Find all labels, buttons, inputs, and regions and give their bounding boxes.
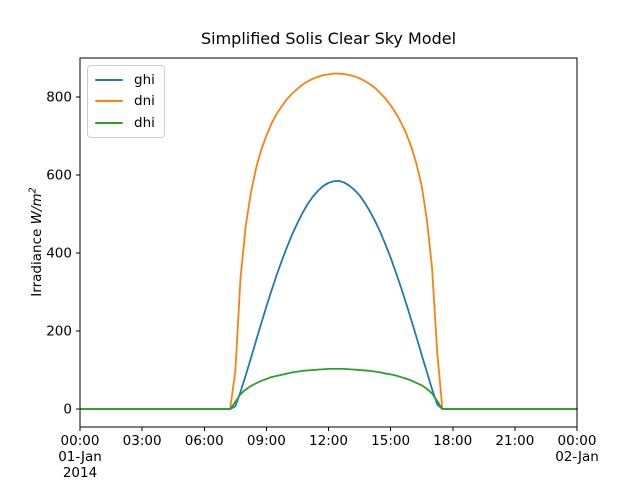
dni-line bbox=[79, 72, 578, 410]
x-tick-label: 09:00 bbox=[247, 433, 286, 449]
dni-line-swatch bbox=[95, 100, 123, 103]
ghi-line bbox=[79, 179, 578, 410]
dhi-line bbox=[79, 367, 578, 410]
x-tick-label: 2014 bbox=[63, 465, 97, 480]
y-tick-label: 400 bbox=[46, 246, 72, 262]
y-tick-label: 800 bbox=[46, 90, 72, 106]
x-tick-label: 03:00 bbox=[123, 433, 162, 449]
x-tick-label: 06:00 bbox=[185, 433, 224, 449]
x-tick-label: 01-Jan bbox=[58, 449, 102, 465]
y-tick-label: 200 bbox=[46, 324, 72, 340]
legend-entry-dni: dni bbox=[88, 91, 155, 113]
y-tick-label: 0 bbox=[63, 402, 72, 418]
axes-frame bbox=[79, 57, 578, 428]
y-tick-label: 600 bbox=[46, 168, 72, 184]
legend-label-dni: dni bbox=[134, 93, 155, 110]
x-tick-label: 15:00 bbox=[371, 433, 410, 449]
ghi-line-swatch bbox=[95, 78, 123, 81]
dhi-line-swatch bbox=[95, 121, 123, 124]
x-tick-label: 00:00 bbox=[61, 433, 100, 449]
x-tick-label: 21:00 bbox=[495, 433, 534, 449]
legend-label-dhi: dhi bbox=[134, 114, 155, 131]
x-tick-label: 18:00 bbox=[433, 433, 472, 449]
x-tick-label: 02-Jan bbox=[555, 449, 599, 465]
legend-entry-dhi: dhi bbox=[88, 112, 155, 134]
x-tick-label: 00:00 bbox=[558, 433, 597, 449]
legend: ghi dni dhi bbox=[87, 65, 165, 138]
legend-label-ghi: ghi bbox=[134, 71, 155, 88]
x-tick-label: 12:00 bbox=[309, 433, 348, 449]
chart-title: Simplified Solis Clear Sky Model bbox=[200, 29, 457, 48]
legend-entry-ghi: ghi bbox=[88, 69, 155, 91]
